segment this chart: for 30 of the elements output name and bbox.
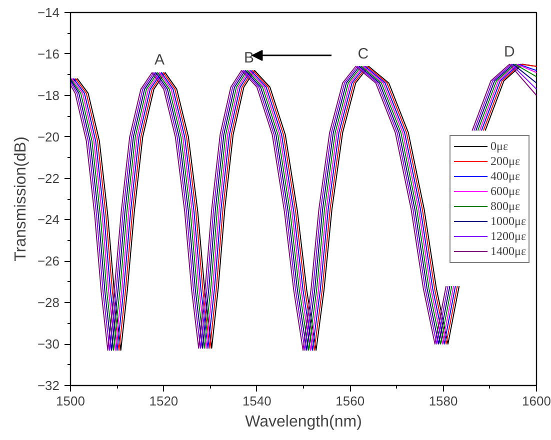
x-tick-label: 1600: [522, 394, 551, 408]
y-tick-label: −22: [37, 170, 60, 186]
y-tick-label: −26: [37, 254, 60, 269]
y-axis-title: Transmission(dB): [12, 136, 30, 262]
x-tick-label: 1560: [336, 394, 365, 408]
y-tick-label: −28: [37, 295, 60, 310]
legend-label: 0με: [490, 138, 509, 154]
legend-label: 1400με: [490, 244, 526, 258]
annotation: C: [358, 45, 369, 62]
legend-label: 1000με: [490, 214, 526, 228]
y-tick-label: −16: [37, 46, 60, 62]
y-tick-label: −32: [37, 378, 60, 393]
legend-label: 1200με: [490, 228, 526, 244]
y-tick-label: −14: [37, 5, 60, 20]
y-tick-label: −30: [37, 336, 60, 352]
legend-label: 400με: [490, 168, 520, 184]
y-tick-label: −24: [37, 212, 60, 228]
legend-label: 600με: [490, 184, 520, 198]
y-tick-label: −18: [37, 88, 60, 103]
x-tick-label: 1500: [56, 394, 85, 408]
x-tick-label: 1540: [242, 394, 272, 408]
annotation: A: [154, 52, 165, 69]
y-tick-label: −20: [37, 129, 60, 144]
annotation: D: [504, 43, 516, 60]
x-tick-label: 1520: [149, 394, 178, 408]
annotation: B: [244, 50, 254, 67]
legend-label: 200με: [490, 154, 520, 168]
x-axis-title: Wavelength(nm): [245, 414, 362, 430]
legend-label: 800με: [490, 198, 520, 214]
x-tick-label: 1580: [428, 394, 458, 408]
